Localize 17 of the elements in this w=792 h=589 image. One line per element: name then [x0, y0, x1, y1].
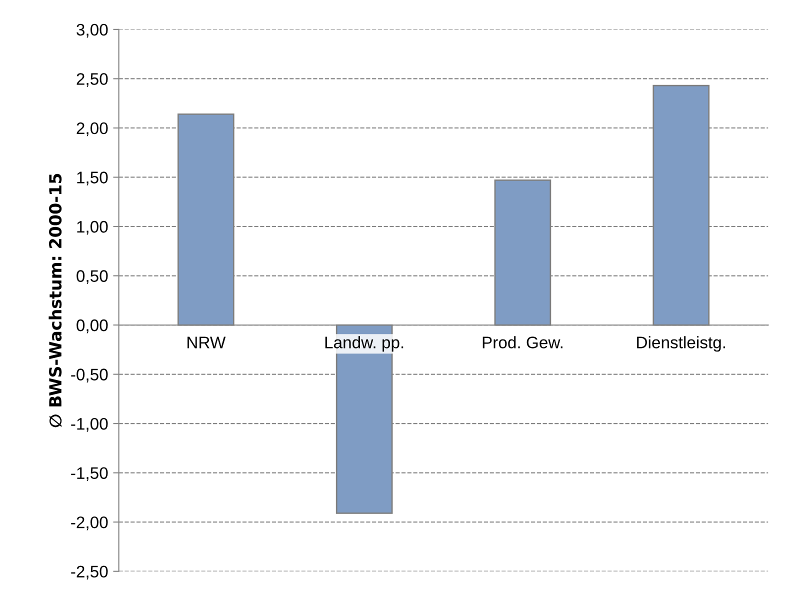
y-tick-label: 0,00 — [76, 319, 108, 334]
x-tick-label: Landw. pp. — [325, 336, 404, 352]
y-tick-label: -2,50 — [71, 566, 108, 580]
y-tick-label: -2,00 — [71, 516, 108, 530]
y-tick-label: 3,00 — [76, 24, 108, 38]
y-tick-label: -1,00 — [71, 418, 108, 432]
y-tick-label: -0,50 — [71, 368, 108, 382]
y-tick-label: 2,00 — [76, 122, 108, 136]
y-tick-label: 1,50 — [77, 172, 108, 186]
y-tick-label: 2,50 — [76, 73, 108, 87]
y-tick-label: 1,00 — [77, 220, 108, 235]
x-tick-label: NRW — [188, 336, 226, 348]
x-tick-label: Prod. Gew. — [482, 336, 562, 348]
y-tick-label: 0,50 — [76, 270, 108, 284]
x-tick-label: Dienstleistg. — [637, 336, 725, 352]
y-tick-label: -1,50 — [71, 467, 108, 481]
y-axis-title: ∅ BWS-Wachstum: 2000-15 — [48, 174, 62, 428]
